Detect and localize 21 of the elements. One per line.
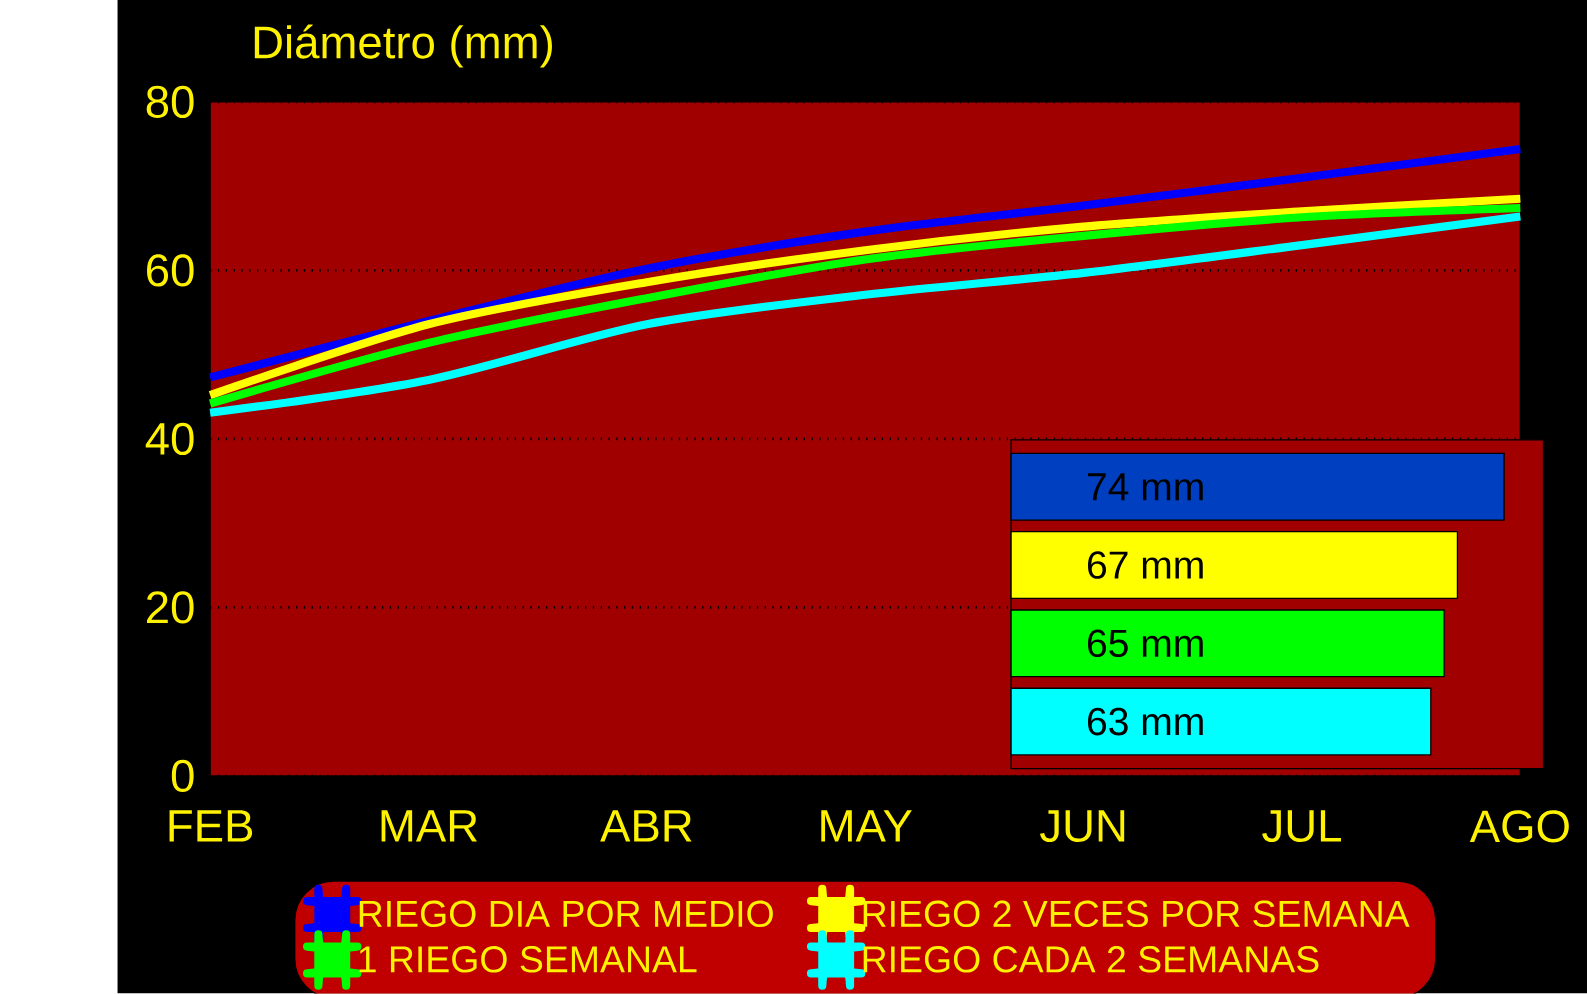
data-label: 74 mm [1088,473,1203,501]
x-tick-label: MAR [381,810,477,842]
x-tick-label: AGO [1469,810,1569,843]
legend-label: RIEGO DIA POR MEDIO [359,900,773,928]
x-tick-label: FEB [169,810,253,842]
data-label: 65 mm [1088,629,1203,658]
y-tick-label: 60 [147,254,194,287]
y-tick-label: 40 [145,422,194,456]
x-tick-label: MAY [821,810,912,842]
data-label: 67 mm [1088,551,1203,580]
y-tick-label: 20 [147,591,194,624]
x-tick-label: JUL [1262,810,1341,843]
y-tick-label: 0 [171,760,194,793]
x-tick-label: JUN [1040,810,1125,843]
x-tick-label: ABR [600,810,692,842]
data-label: 63 mm [1088,708,1203,736]
y-axis-title: Diámetro (mm) [254,24,552,68]
legend-label: RIEGO 2 VECES POR SEMANA [863,900,1410,928]
legend-label: RIEGO CADA 2 SEMANAS [863,946,1319,973]
y-tick-label: 80 [146,85,194,119]
legend-label: 1 RIEGO SEMANAL [359,946,697,973]
